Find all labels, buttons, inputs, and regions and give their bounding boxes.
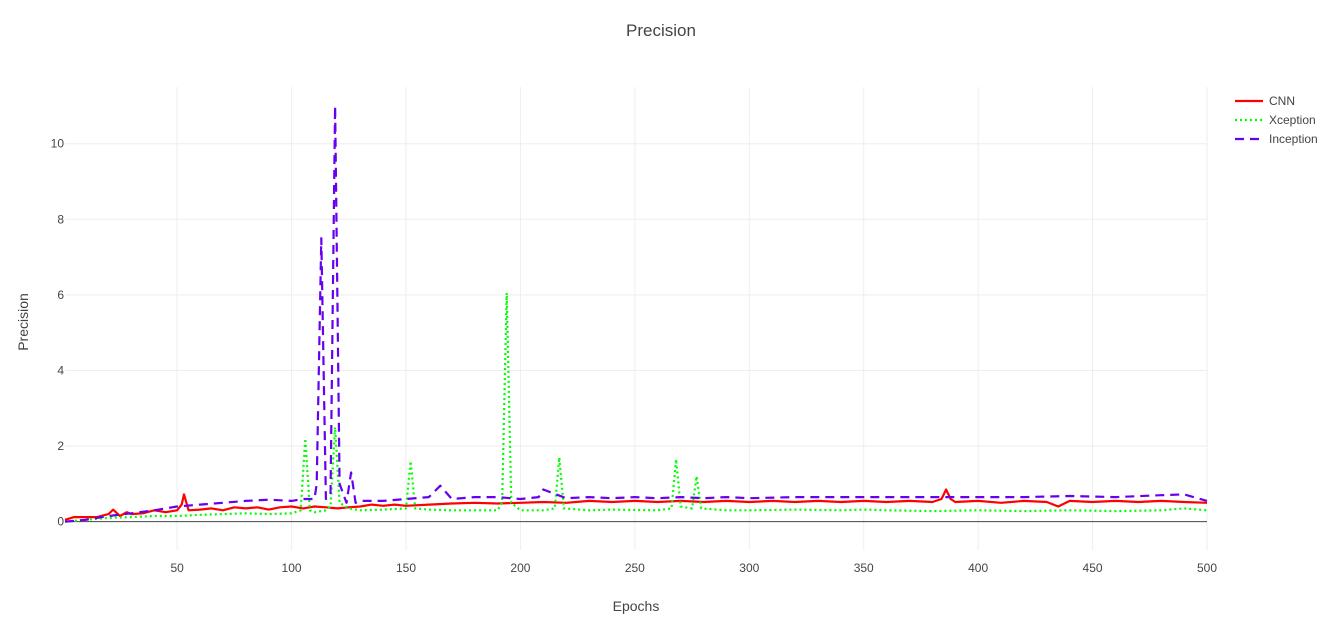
series-layer <box>64 104 1208 523</box>
y-tick-label: 4 <box>57 363 64 377</box>
y-axis-title: Precision <box>15 293 31 351</box>
x-tick-label: 400 <box>968 561 988 575</box>
y-tick-label: 10 <box>51 137 65 151</box>
series-line-inception <box>64 104 1208 523</box>
x-tick-label: 100 <box>282 561 302 575</box>
x-tick-label: 50 <box>170 561 184 575</box>
legend-label-xception: Xception <box>1269 113 1316 127</box>
x-tick-label: 300 <box>739 561 759 575</box>
legend-label-inception: Inception <box>1269 132 1318 146</box>
x-axis-title: Epochs <box>613 598 660 614</box>
y-tick-label: 8 <box>57 212 64 226</box>
x-tick-label: 150 <box>396 561 416 575</box>
x-tick-label: 250 <box>625 561 645 575</box>
series-line-xception <box>64 291 1208 523</box>
x-tick-label: 200 <box>510 561 530 575</box>
series-line-cnn <box>64 488 1208 521</box>
legend: CNN Xception Inception <box>1235 94 1318 146</box>
y-tick-label: 0 <box>57 515 64 529</box>
x-tick-labels: 50 100 150 200 250 300 350 400 450 500 <box>170 561 1217 575</box>
y-tick-label: 2 <box>57 439 64 453</box>
x-tick-label: 500 <box>1197 561 1217 575</box>
x-tick-label: 350 <box>854 561 874 575</box>
chart-title: Precision <box>626 21 696 40</box>
x-tick-label: 450 <box>1083 561 1103 575</box>
y-tick-labels: 0 2 4 6 8 10 <box>51 137 65 529</box>
legend-label-cnn: CNN <box>1269 94 1295 108</box>
y-tick-label: 6 <box>57 288 64 302</box>
grid-layer <box>65 87 1208 550</box>
